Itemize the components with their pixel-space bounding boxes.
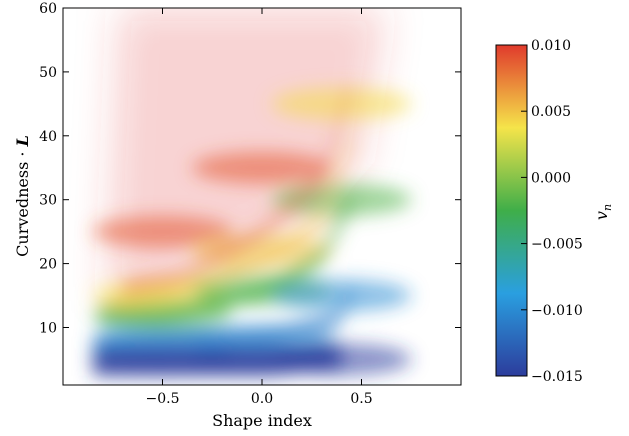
field-band: [122, 77, 352, 293]
colorbar-tick-label: −0.010: [531, 303, 583, 319]
field-sample: [92, 215, 233, 248]
field-sample: [192, 234, 332, 267]
colorbar-label: vn: [592, 204, 614, 220]
y-tick-label: 50: [39, 65, 57, 81]
y-tick-label: 20: [39, 257, 57, 273]
colorbar-gradient: [495, 44, 528, 377]
colorbar-tick-label: 0.005: [531, 104, 571, 120]
field-band: [92, 343, 342, 376]
field-sample: [271, 87, 412, 120]
y-tick-label: 30: [39, 193, 57, 209]
x-axis: −0.5 0.0 0.5: [146, 8, 373, 407]
y-axis-label: Curvedness · L: [13, 135, 32, 257]
y-tick-label: 60: [39, 1, 57, 17]
x-tick-label: −0.5: [146, 391, 180, 407]
field-sample: [271, 279, 412, 312]
heatmap-field: [92, 8, 412, 376]
plot-area: −0.5 0.0 0.5 10 20 30 40 50 60: [39, 1, 462, 407]
colorbar: 0.010 0.005 0.000 −0.005 −0.010 −0.015 vn: [495, 38, 614, 385]
colorbar-ticks: 0.010 0.005 0.000 −0.005 −0.010 −0.015: [521, 38, 583, 385]
y-axis: 10 20 30 40 50 60: [39, 1, 461, 336]
field-band: [92, 282, 352, 351]
x-tick-label: 0.0: [251, 391, 273, 407]
colorbar-tick-label: −0.015: [531, 369, 583, 385]
y-axis-label-text: Curvedness ·: [13, 146, 32, 256]
field-band: [98, 192, 352, 325]
x-tick-label: 0.5: [350, 391, 372, 407]
colorbar-tick-label: −0.005: [531, 237, 583, 253]
colorbar-label-symbol: v: [592, 211, 611, 220]
y-tick-label: 40: [39, 129, 57, 145]
colorbar-label-subscript: n: [601, 204, 614, 211]
y-tick-label: 10: [39, 320, 57, 336]
field-sample: [192, 151, 332, 184]
field-band: [112, 130, 352, 307]
x-axis-label: Shape index: [212, 411, 312, 430]
y-axis-label-symbol: L: [13, 135, 32, 147]
colorbar-tick-label: 0.000: [531, 170, 571, 186]
colorbar-tick-label: 0.010: [531, 38, 571, 54]
